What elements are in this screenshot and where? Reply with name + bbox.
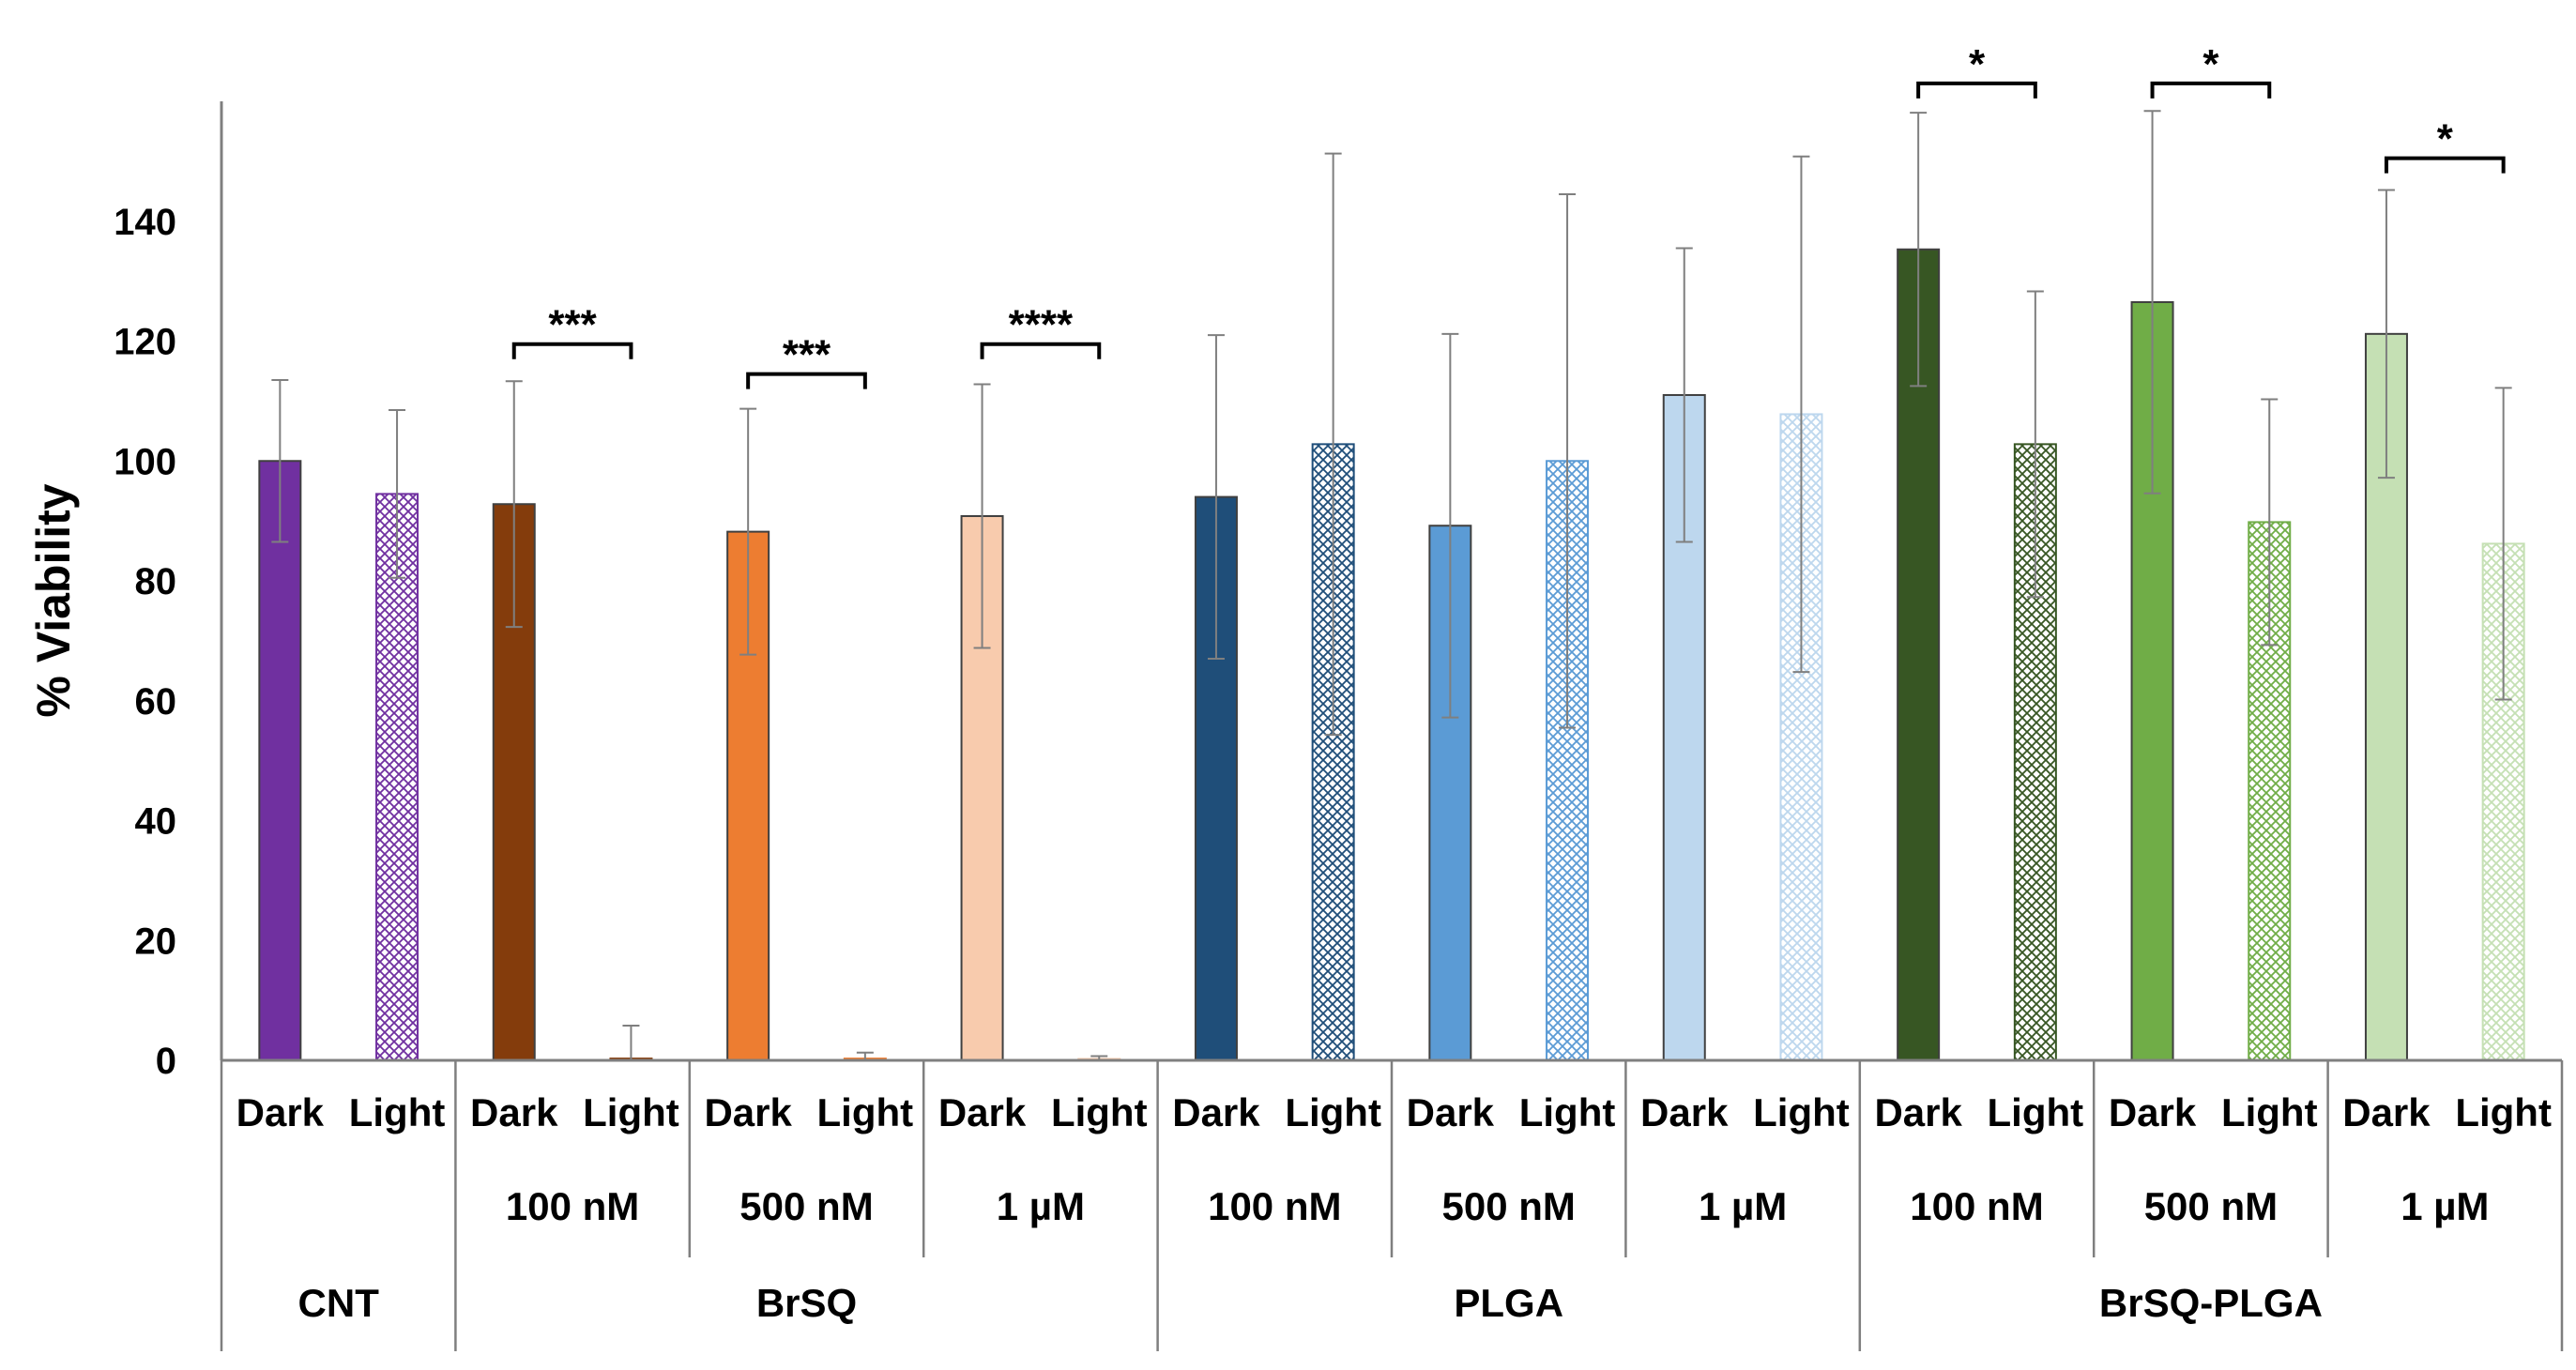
x-label-group: PLGA: [1454, 1281, 1563, 1325]
x-label-group: BrSQ: [756, 1281, 857, 1325]
y-tick-label: 100: [114, 441, 176, 482]
y-tick-label: 120: [114, 322, 176, 363]
significance-label: ***: [548, 302, 597, 348]
significance-label: *: [2437, 116, 2454, 162]
bars: [258, 248, 2525, 1061]
x-label-dark: Dark: [2109, 1090, 2197, 1134]
x-label-dark: Dark: [704, 1090, 792, 1134]
significance-bracket: [980, 342, 1102, 359]
significance-bracket: [511, 342, 633, 359]
error-bars: [271, 110, 2512, 1060]
x-label-light: Light: [2455, 1090, 2552, 1134]
x-label-dark: Dark: [236, 1090, 325, 1134]
significance-label: ***: [783, 332, 831, 378]
x-label-dark: Dark: [470, 1090, 558, 1134]
significance-bracket: [2384, 156, 2506, 174]
significance-bracket: [1916, 81, 2037, 99]
x-label-dark: Dark: [2342, 1090, 2431, 1134]
significance-bracket: [746, 372, 867, 389]
significance-label: *: [1969, 41, 1986, 87]
x-label-group: CNT: [298, 1281, 380, 1325]
bar-dark: [960, 515, 1004, 1061]
x-label-light: Light: [1753, 1090, 1850, 1134]
x-label-dark: Dark: [1172, 1090, 1260, 1134]
x-label-concentration: 500 nM: [2144, 1184, 2278, 1228]
x-label-dark: Dark: [1640, 1090, 1729, 1134]
significance-bracket: [2150, 81, 2272, 99]
x-label-concentration: 100 nM: [1910, 1184, 2043, 1228]
significance-label: *: [2203, 41, 2219, 87]
x-axis-table: Dark Light Dark Light Dark Light Dark Light Dark…: [220, 1058, 2564, 1351]
x-label-concentration: 1 µM: [1699, 1184, 1787, 1228]
y-axis-label: % Viability: [27, 483, 80, 717]
x-label-concentration: 500 nM: [1442, 1184, 1576, 1228]
y-tick-labels: 0 20 40 60 80 100 120 140: [114, 202, 176, 1082]
bar-light: [375, 493, 419, 1061]
x-label-concentration: 1 µM: [2401, 1184, 2489, 1228]
x-label-light: Light: [1285, 1090, 1381, 1134]
y-tick-label: 80: [135, 561, 177, 602]
y-tick-label: 20: [135, 921, 177, 962]
x-label-dark: Dark: [1874, 1090, 1962, 1134]
bar-dark: [258, 460, 302, 1061]
x-label-light: Light: [349, 1090, 446, 1134]
y-tick-label: 40: [135, 801, 177, 843]
y-tick-label: 60: [135, 681, 177, 723]
x-label-concentration: 100 nM: [506, 1184, 639, 1228]
x-label-dark: Dark: [938, 1090, 1027, 1134]
x-label-group: BrSQ-PLGA: [2099, 1281, 2323, 1325]
significance-label: ****: [1009, 302, 1074, 348]
y-tick-label: 0: [156, 1041, 176, 1082]
x-label-light: Light: [1519, 1090, 1616, 1134]
y-tick-label: 140: [114, 202, 176, 243]
x-label-light: Light: [817, 1090, 914, 1134]
x-label-concentration: 100 nM: [1208, 1184, 1341, 1228]
x-label-dark: Dark: [1407, 1090, 1495, 1134]
x-label-light: Light: [1988, 1090, 2084, 1134]
x-label-light: Light: [583, 1090, 679, 1134]
x-label-light: Light: [1051, 1090, 1148, 1134]
x-label-light: Light: [2221, 1090, 2318, 1134]
significance-brackets: *********** **: [511, 41, 2506, 389]
x-label-concentration: 1 µM: [997, 1184, 1085, 1228]
x-label-concentration: 500 nM: [739, 1184, 873, 1228]
